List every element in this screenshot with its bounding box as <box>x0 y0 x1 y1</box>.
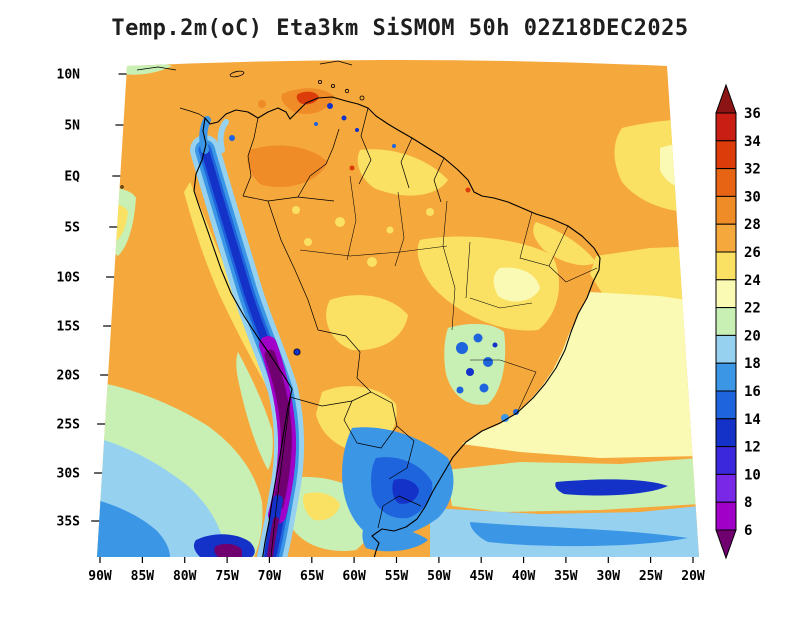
colombia-highland-speck <box>229 135 235 141</box>
warm-yellow-patches <box>292 119 699 452</box>
chart-title: Temp.2m(oC) Eta3km SiSMOM 50h 02Z18DEC20… <box>111 16 689 41</box>
north-hot-spots <box>247 88 471 193</box>
state-borders <box>299 175 598 414</box>
coastline <box>193 96 601 557</box>
country-borders <box>136 60 445 557</box>
temperature-field <box>97 60 699 557</box>
lake-titicaca <box>293 348 301 356</box>
guiana-highland-specks <box>314 103 396 148</box>
southeast-atlantic-region <box>430 292 699 557</box>
andes-cold-band <box>190 116 305 557</box>
